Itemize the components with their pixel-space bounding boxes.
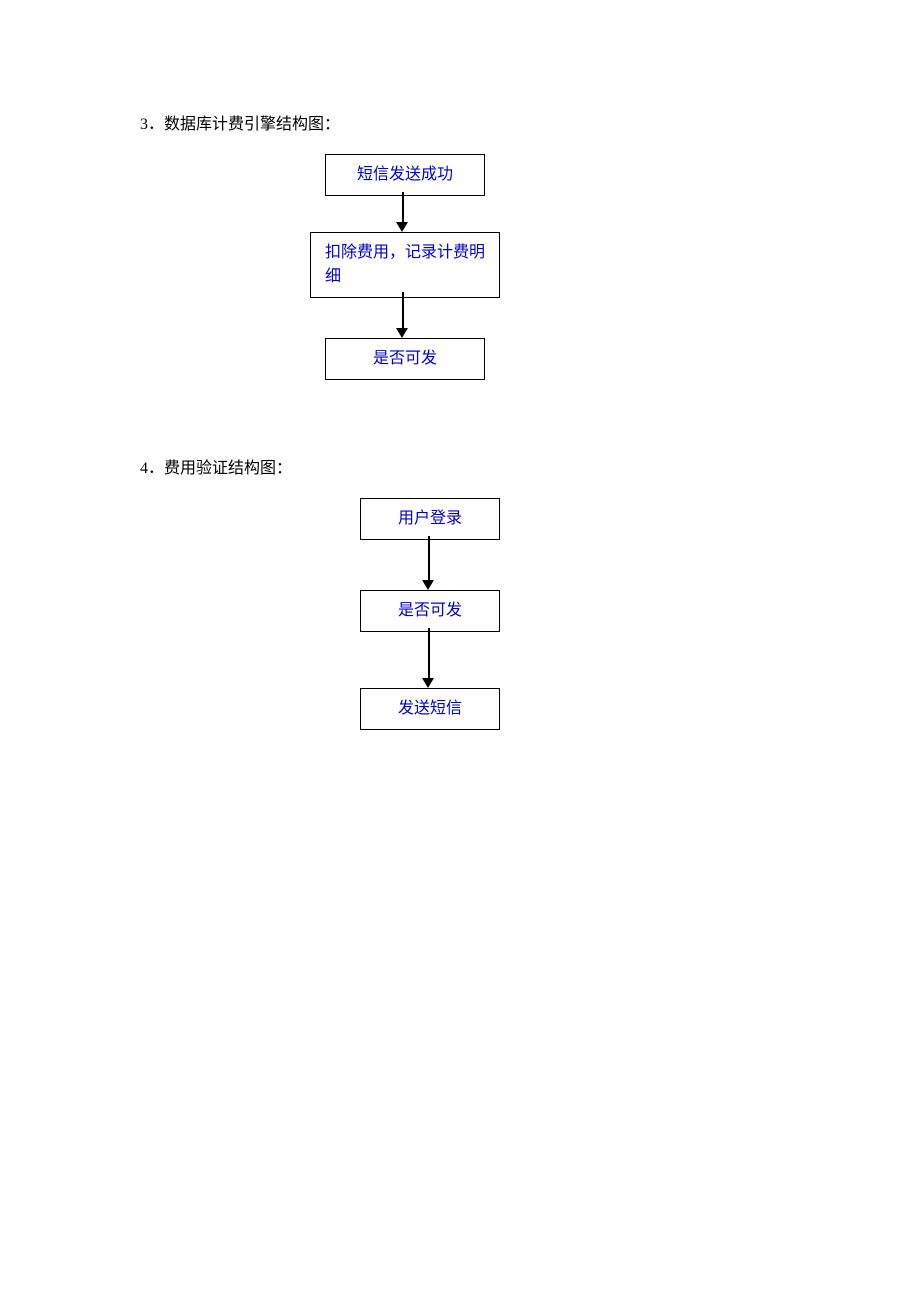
- edge-arrow-head: [422, 580, 434, 590]
- edge-arrow-line: [428, 628, 430, 680]
- section-2-heading: 4．费用验证结构图：: [0, 454, 920, 478]
- flowchart-fee-validation: 用户登录 是否可发 发送短信: [340, 498, 600, 778]
- section-1-heading: 3．数据库计费引擎结构图：: [0, 110, 920, 134]
- node-can-send: 是否可发: [325, 338, 485, 380]
- node-deduct-fee: 扣除费用，记录计费明细: [310, 232, 500, 298]
- node-send-sms: 发送短信: [360, 688, 500, 730]
- edge-arrow-head: [396, 222, 408, 232]
- edge-arrow-line: [402, 292, 404, 330]
- node-can-send-check: 是否可发: [360, 590, 500, 632]
- edge-arrow-line: [402, 192, 404, 224]
- flowchart-billing-engine: 短信发送成功 扣除费用，记录计费明细 是否可发: [310, 154, 610, 414]
- edge-arrow-head: [396, 328, 408, 338]
- edge-arrow-line: [428, 536, 430, 582]
- node-sms-success: 短信发送成功: [325, 154, 485, 196]
- edge-arrow-head: [422, 678, 434, 688]
- node-user-login: 用户登录: [360, 498, 500, 540]
